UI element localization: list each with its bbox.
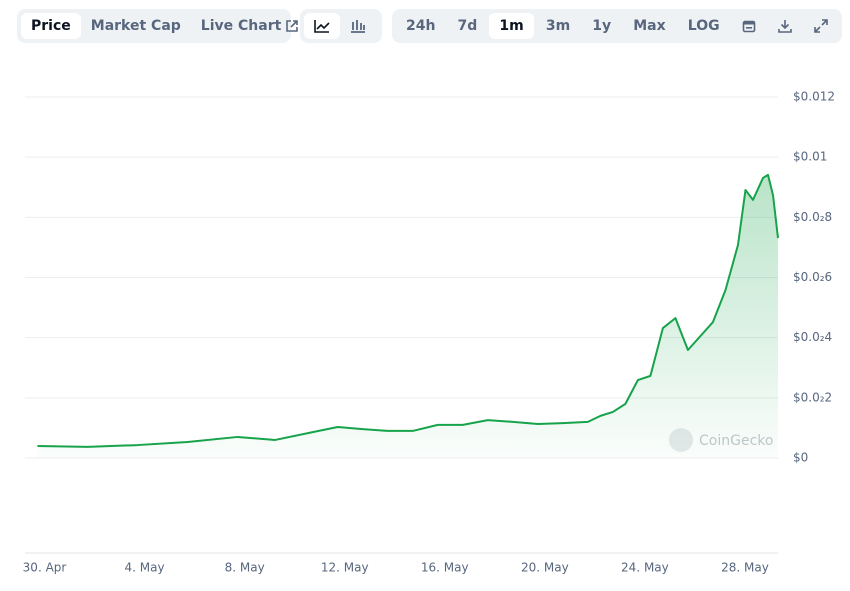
tab-group: Price Market Cap Live Chart (17, 9, 299, 43)
y-tick-label: $0 (793, 451, 808, 465)
download-button[interactable] (768, 13, 802, 39)
range-button[interactable]: 24h (406, 18, 436, 34)
x-tick-label: 20. May (521, 561, 569, 575)
tab[interactable]: Price (21, 13, 81, 39)
range-group: 24h 7d 1m 3m 1y Max LOG (392, 9, 842, 43)
y-tick-label: $0.0₂8 (793, 210, 832, 224)
external-icon (286, 20, 299, 32)
x-tick-label: 8. May (225, 561, 265, 575)
range-button[interactable]: Max (633, 18, 666, 34)
range-button[interactable]: 1m (489, 13, 534, 39)
line-chart-button[interactable] (304, 13, 340, 39)
chart-type-group (300, 9, 382, 43)
watermark-logo (669, 428, 693, 452)
candle-chart-button[interactable] (340, 13, 376, 39)
tab-label: Live Chart (200, 18, 282, 34)
x-tick-label: 30. Apr (23, 561, 67, 575)
fullscreen-button[interactable] (804, 13, 838, 39)
x-tick-label: 12. May (321, 561, 369, 575)
x-tick-label: 28. May (721, 561, 769, 575)
y-tick-label: $0.0₂4 (793, 330, 832, 344)
tab[interactable]: Live Chart (191, 13, 310, 39)
y-tick-label: $0.0₂6 (793, 270, 832, 284)
tab[interactable]: Market Cap (90, 18, 181, 34)
x-tick-label: 24. May (621, 561, 669, 575)
x-tick-label: 4. May (125, 561, 165, 575)
y-tick-label: $0.01 (793, 150, 827, 164)
watermark: CoinGecko (699, 433, 773, 449)
calendar-button[interactable] (732, 13, 766, 39)
y-tick-label: $0.0₂2 (793, 390, 832, 404)
price-area (37, 174, 779, 458)
y-tick-label: $0.012 (793, 90, 835, 104)
range-button[interactable]: 3m (545, 18, 571, 34)
price-line (37, 173, 779, 448)
range-button[interactable]: LOG (687, 18, 720, 34)
range-button[interactable]: 1y (592, 18, 612, 34)
range-button[interactable]: 7d (457, 18, 478, 34)
x-tick-label: 16. May (421, 561, 469, 575)
